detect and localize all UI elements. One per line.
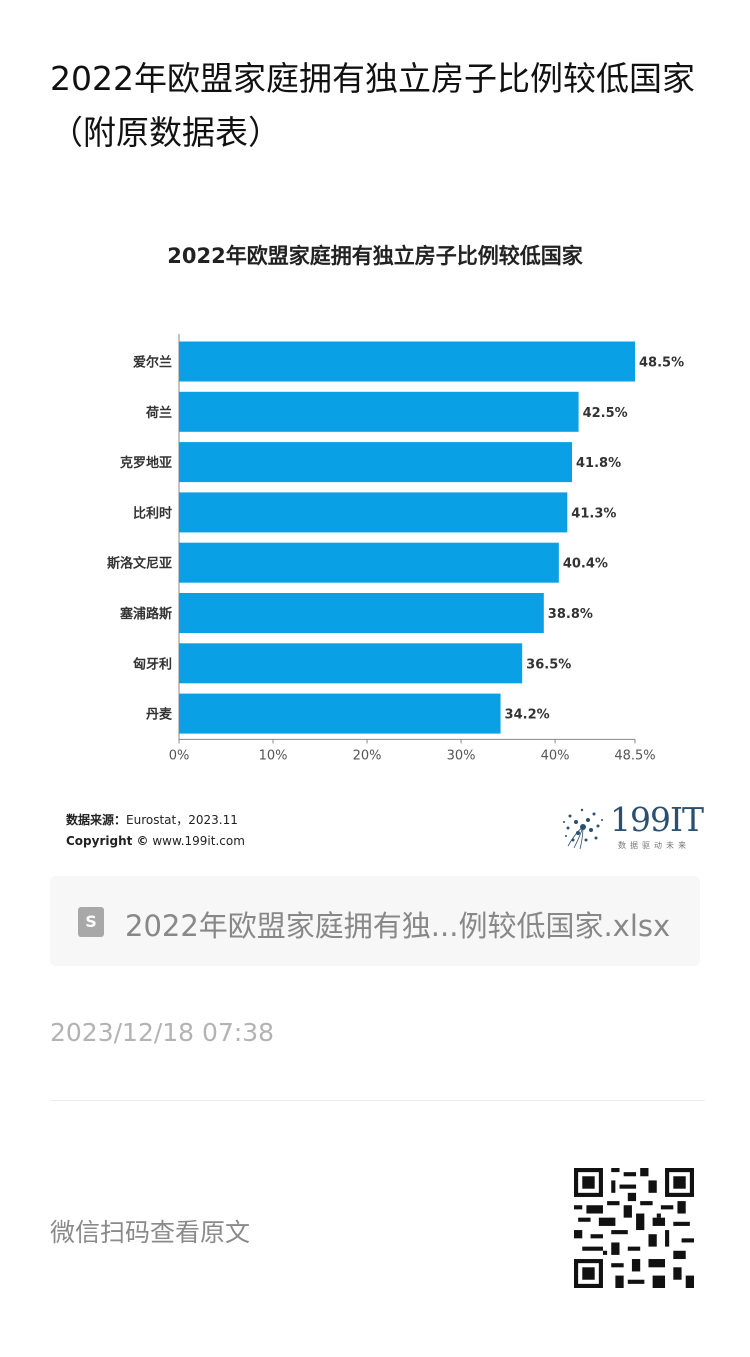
- copyright-label: Copyright ©: [66, 834, 149, 848]
- category-label: 克罗地亚: [120, 455, 172, 471]
- data-label: 42.5%: [583, 406, 628, 421]
- x-tick-label: 48.5%: [614, 748, 655, 763]
- chart-title: 2022年欧盟家庭拥有独立房子比例较低国家: [167, 244, 583, 268]
- logo-text: 199IT: [610, 800, 704, 839]
- x-tick-label: 30%: [447, 748, 476, 763]
- bar: [179, 693, 501, 734]
- data-label: 48.5%: [639, 356, 684, 371]
- data-label: 41.3%: [571, 506, 616, 521]
- category-label: 斯洛文尼亚: [107, 556, 172, 572]
- bar: [179, 643, 523, 684]
- bar: [179, 492, 568, 533]
- 199it-logo: 199IT 数据驱动未来: [558, 798, 704, 854]
- logo-dots-icon: [563, 808, 603, 850]
- spreadsheet-file-icon: S: [78, 907, 104, 937]
- source-value: Eurostat，2023.11: [126, 813, 238, 827]
- chart-source: 数据来源：Eurostat，2023.11 Copyright © www.19…: [66, 810, 245, 852]
- scan-to-view-text: 微信扫码查看原文: [50, 1218, 251, 1247]
- bar: [179, 542, 559, 583]
- bar: [179, 593, 544, 633]
- article-title: 2022年欧盟家庭拥有独立房子比例较低国家（附原数据表）: [50, 59, 695, 152]
- source-label: 数据来源：: [66, 813, 127, 827]
- qr-code-icon[interactable]: [574, 1168, 694, 1288]
- publish-date: 2023/12/18 07:38: [50, 1018, 275, 1047]
- category-label: 比利时: [133, 505, 172, 521]
- data-label: 40.4%: [563, 557, 608, 572]
- data-label: 36.5%: [526, 657, 571, 672]
- bar: [179, 391, 579, 432]
- bar: [179, 341, 635, 382]
- logo-tagline: 数据驱动未来: [618, 841, 690, 850]
- attachment-name: 2022年欧盟家庭拥有独...例较低国家.xlsx: [125, 909, 671, 943]
- copyright-value: www.199it.com: [148, 834, 245, 848]
- x-tick-label: 0%: [169, 748, 190, 763]
- x-tick-label: 10%: [259, 748, 288, 763]
- x-tick-label: 20%: [353, 748, 382, 763]
- chart-card: 2022年欧盟家庭拥有独立房子比例较低国家爱尔兰 48.5% 荷兰 42.5% 克罗地亚…: [50, 220, 710, 860]
- divider: [50, 1100, 705, 1101]
- category-label: 荷兰: [145, 405, 172, 421]
- category-label: 塞浦路斯: [120, 606, 172, 622]
- category-label: 丹麦: [146, 707, 173, 723]
- data-label: 41.8%: [576, 456, 621, 471]
- x-tick-label: 40%: [541, 748, 570, 763]
- data-label: 34.2%: [505, 708, 550, 723]
- category-label: 匈牙利: [133, 656, 172, 672]
- category-label: 爱尔兰: [133, 355, 172, 371]
- bar: [179, 442, 573, 483]
- attachment-card[interactable]: S 2022年欧盟家庭拥有独...例较低国家.xlsx: [50, 876, 700, 966]
- data-label: 38.8%: [548, 607, 593, 622]
